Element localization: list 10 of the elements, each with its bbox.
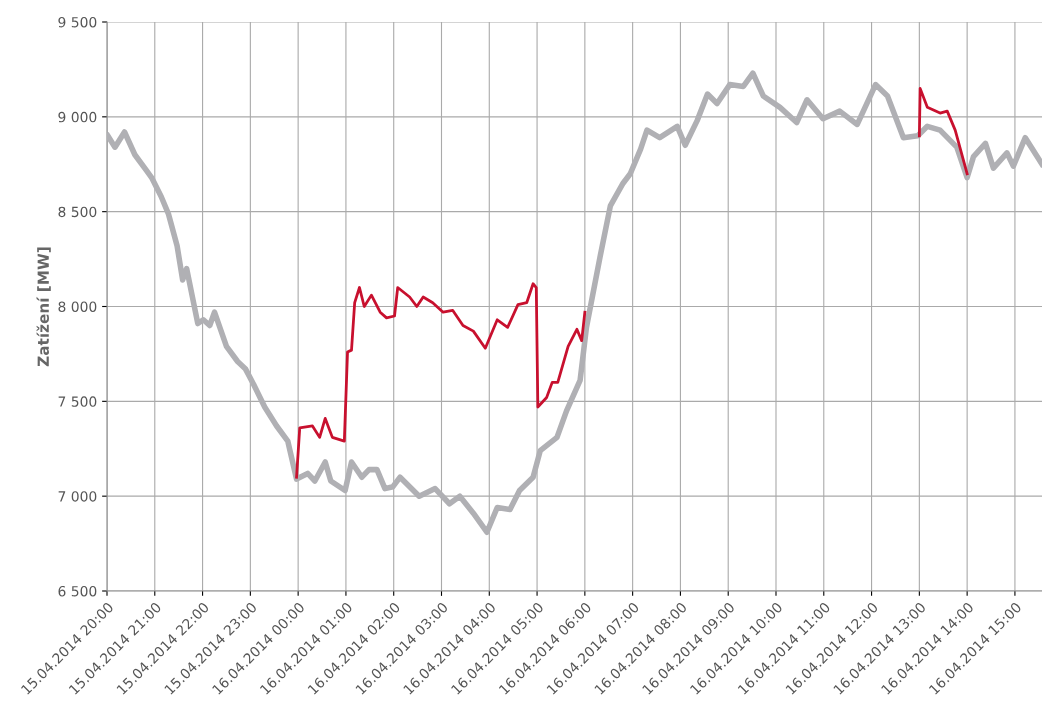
y-tick-label: 8 500 [58,206,97,218]
line-series [295,282,587,479]
y-tick-label: 6 500 [58,585,97,597]
y-tick-label: 7 000 [58,491,97,502]
y-tick-label: 7 500 [58,396,97,407]
y-tick-label: 9 500 [58,16,97,28]
line-series [917,86,969,176]
y-axis-title: Zatížení [MW] [36,247,51,367]
y-tick-label: 9 000 [58,111,97,123]
y-tick-label: 8 000 [58,301,97,312]
